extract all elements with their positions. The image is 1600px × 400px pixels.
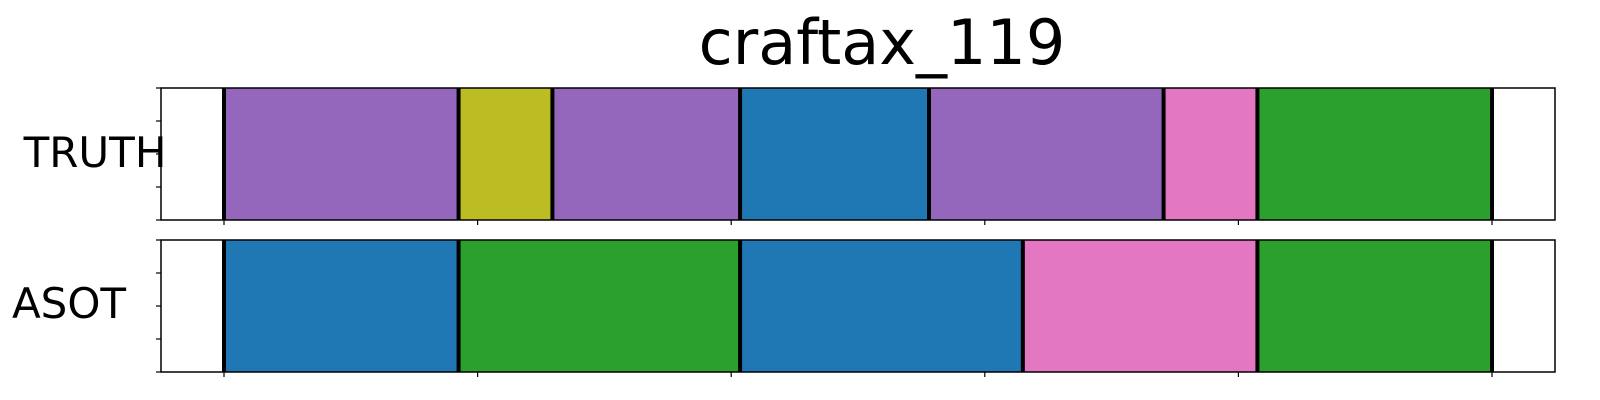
truth-segment-1 bbox=[458, 88, 553, 220]
asot-segment-4 bbox=[1257, 240, 1492, 372]
asot-row-label: ASOT bbox=[12, 279, 126, 328]
truth-segment-0 bbox=[224, 88, 459, 220]
asot-segment-1 bbox=[458, 240, 741, 372]
truth-segment-4 bbox=[929, 88, 1164, 220]
chart-title: craftax_119 bbox=[699, 6, 1066, 79]
truth-segment-5 bbox=[1163, 88, 1258, 220]
truth-segment-6 bbox=[1257, 88, 1492, 220]
truth-segment-3 bbox=[740, 88, 930, 220]
panels-group: TRUTH ASOT bbox=[12, 87, 1556, 377]
asot-segment-2 bbox=[740, 240, 1023, 372]
asot-segment-3 bbox=[1022, 240, 1258, 372]
asot-segment-0 bbox=[224, 240, 459, 372]
truth-segment-2 bbox=[552, 88, 741, 220]
truth-row-label: TRUTH bbox=[23, 128, 167, 177]
